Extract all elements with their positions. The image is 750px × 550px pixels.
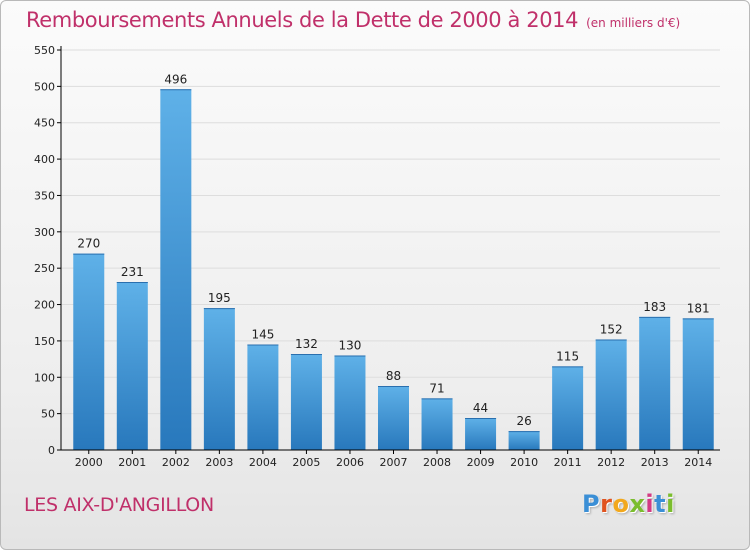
proxiti-logo: Proxiti bbox=[582, 490, 675, 518]
data-label-2004: 145 bbox=[251, 328, 274, 342]
x-tick-label-2008: 2008 bbox=[423, 456, 451, 469]
x-tick-label-2002: 2002 bbox=[162, 456, 190, 469]
y-tick-label: 200 bbox=[34, 299, 55, 312]
bar-2001 bbox=[116, 282, 148, 450]
data-label-2014: 181 bbox=[687, 301, 710, 315]
bar-2004 bbox=[247, 344, 279, 450]
x-tick-label-2003: 2003 bbox=[205, 456, 233, 469]
bar-2000 bbox=[73, 253, 105, 450]
x-tick-label-2005: 2005 bbox=[292, 456, 320, 469]
bar-2013 bbox=[639, 316, 671, 450]
y-tick-label: 250 bbox=[34, 262, 55, 275]
x-tick-label-2012: 2012 bbox=[597, 456, 625, 469]
data-label-2011: 115 bbox=[556, 349, 579, 363]
data-label-2009: 44 bbox=[473, 401, 488, 415]
data-label-2002: 496 bbox=[164, 72, 187, 86]
bar-2012 bbox=[595, 339, 627, 450]
bars bbox=[73, 89, 714, 450]
data-label-2012: 152 bbox=[600, 322, 623, 336]
x-tick-label-2011: 2011 bbox=[554, 456, 582, 469]
y-tick-label: 450 bbox=[34, 117, 55, 130]
bar-2009 bbox=[465, 418, 497, 450]
data-label-2001: 231 bbox=[121, 265, 144, 279]
y-tick-label: 550 bbox=[34, 44, 55, 57]
data-label-2005: 132 bbox=[295, 337, 318, 351]
labels: 0 50 100 150 200 250 300 350 400 450 500 550 270 2000… bbox=[34, 44, 712, 469]
bar-2014 bbox=[682, 318, 714, 450]
data-label-2008: 71 bbox=[429, 381, 444, 395]
bar-2010 bbox=[508, 431, 540, 450]
data-label-2000: 270 bbox=[77, 237, 100, 251]
bar-2002 bbox=[160, 89, 192, 450]
bar-2003 bbox=[203, 308, 235, 450]
y-tick-label: 300 bbox=[34, 226, 55, 239]
y-tick-label: 500 bbox=[34, 80, 55, 93]
x-tick-label-2007: 2007 bbox=[380, 456, 408, 469]
commune-name: LES AIX-D'ANGILLON bbox=[24, 494, 214, 516]
x-tick-label-2000: 2000 bbox=[75, 456, 103, 469]
bar-2011 bbox=[552, 366, 584, 450]
data-label-2013: 183 bbox=[643, 300, 666, 314]
axes bbox=[57, 46, 720, 454]
y-tick-label: 100 bbox=[34, 371, 55, 384]
x-tick-label-2004: 2004 bbox=[249, 456, 277, 469]
x-tick-label-2014: 2014 bbox=[684, 456, 712, 469]
data-label-2010: 26 bbox=[516, 414, 531, 428]
data-label-2007: 88 bbox=[386, 369, 401, 383]
x-tick-label-2013: 2013 bbox=[641, 456, 669, 469]
y-tick-label: 50 bbox=[41, 408, 55, 421]
x-tick-label-2009: 2009 bbox=[467, 456, 495, 469]
x-tick-label-2010: 2010 bbox=[510, 456, 538, 469]
chart-unit: (en milliers d'€) bbox=[586, 16, 681, 30]
y-tick-label: 400 bbox=[34, 153, 55, 166]
bar-2005 bbox=[290, 354, 322, 450]
data-label-2003: 195 bbox=[208, 291, 231, 305]
bar-2008 bbox=[421, 398, 453, 450]
x-tick-label-2006: 2006 bbox=[336, 456, 364, 469]
chart-title: Remboursements Annuels de la Dette de 20… bbox=[26, 8, 680, 32]
y-tick-label: 0 bbox=[48, 444, 55, 457]
x-tick-label-2001: 2001 bbox=[118, 456, 146, 469]
chart-title-text: Remboursements Annuels de la Dette de 20… bbox=[26, 8, 579, 32]
bar-2006 bbox=[334, 355, 366, 450]
bar-2007 bbox=[378, 386, 409, 450]
y-tick-label: 150 bbox=[34, 335, 55, 348]
y-tick-label: 350 bbox=[34, 189, 55, 202]
data-label-2006: 130 bbox=[339, 338, 362, 352]
